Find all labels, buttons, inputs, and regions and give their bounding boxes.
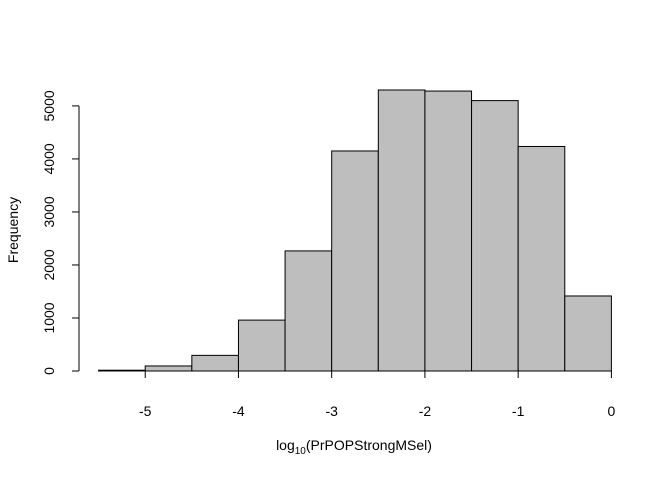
x-tick-label: 0: [608, 403, 616, 419]
x-tick-label: -5: [139, 403, 152, 419]
y-tick-label: 1000: [41, 302, 57, 333]
y-tick-label: 3000: [41, 196, 57, 227]
y-tick-label: 5000: [41, 90, 57, 121]
y-axis-title: Frequency: [5, 197, 21, 263]
y-tick-label: 4000: [41, 143, 57, 174]
x-tick-label: -4: [232, 403, 245, 419]
histogram-bar: [284, 250, 333, 372]
histogram-bar: [377, 89, 426, 372]
histogram-bar: [424, 90, 473, 372]
histogram-bar: [191, 354, 239, 372]
histogram-bar: [471, 100, 519, 372]
histogram-bar: [564, 295, 612, 372]
y-tick-label: 0: [41, 367, 57, 375]
x-axis-title-prefix: log: [276, 437, 295, 453]
histogram-bar: [237, 319, 286, 372]
x-axis-title-suffix: (PrPOPStrongMSel): [306, 437, 432, 453]
x-tick-label: -1: [512, 403, 525, 419]
y-axis: 0 1000 2000 3000 4000 5000: [41, 90, 80, 375]
histogram-bar: [517, 145, 566, 372]
x-axis: -5 -4 -3 -2 -1 0: [139, 370, 616, 419]
x-tick-label: -3: [325, 403, 338, 419]
histogram-bar: [331, 150, 379, 372]
histogram-bar: [144, 365, 193, 372]
histogram-bar: [98, 369, 146, 372]
x-axis-title: log10(PrPOPStrongMSel): [276, 437, 432, 457]
x-tick-label: -2: [419, 403, 432, 419]
x-axis-title-subscript: 10: [295, 446, 307, 457]
histogram-bars: [98, 89, 612, 372]
y-tick-label: 2000: [41, 249, 57, 280]
